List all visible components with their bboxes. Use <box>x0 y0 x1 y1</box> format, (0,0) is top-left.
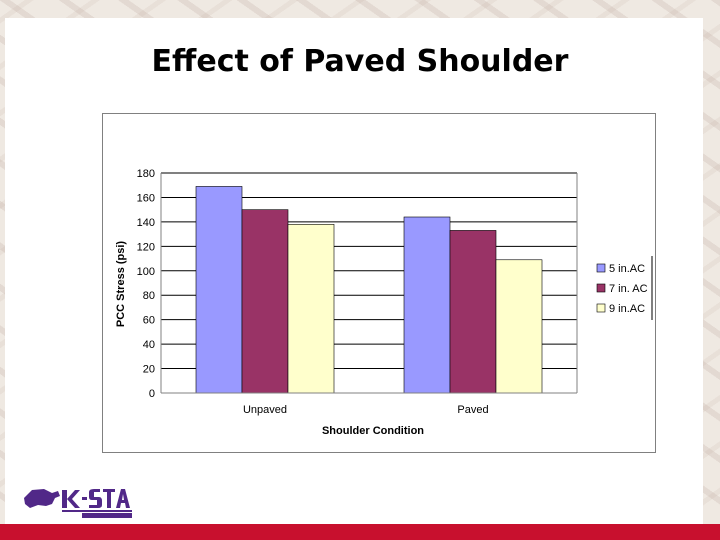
bar-2-unpaved <box>241 209 289 394</box>
y-tick-label: 20 <box>143 364 155 376</box>
y-tick-label: 40 <box>143 339 155 351</box>
y-tick-label: 180 <box>137 168 155 180</box>
y-axis-title: PCC Stress (psi) <box>115 241 127 328</box>
bar-3-paved <box>495 259 543 394</box>
bar-1-unpaved <box>195 186 243 394</box>
legend-swatch <box>596 303 606 313</box>
logo-wordmark <box>62 489 130 508</box>
legend-swatch <box>596 283 606 293</box>
y-tick-label: 100 <box>137 266 155 278</box>
chart-svg: 0 20 40 60 80 100 120 140 160 180 Unpaved Paved Shou… <box>115 168 653 437</box>
bar-2-paved <box>449 230 497 394</box>
kstate-logo-image <box>24 489 132 518</box>
chart-area: 0 20 40 60 80 100 120 140 160 180 Unpaved Paved Shou… <box>102 113 656 453</box>
y-tick-label: 140 <box>137 217 155 229</box>
y-tick-label: 80 <box>143 290 155 302</box>
bar-3-unpaved <box>287 224 335 394</box>
bar-1-paved <box>403 216 451 394</box>
x-tick-label: Paved <box>457 404 488 416</box>
y-tick-label: 160 <box>137 192 155 204</box>
slide-title: Effect of Paved Shoulder <box>151 44 569 79</box>
legend-label: 9 in.AC <box>609 303 645 315</box>
y-tick-label: 0 <box>149 388 155 400</box>
kstate-logo <box>22 484 134 520</box>
logo-underline <box>62 510 132 512</box>
logo-subtext-band <box>82 513 132 518</box>
legend-label: 5 in.AC <box>609 263 645 275</box>
legend-swatch <box>596 263 606 273</box>
legend-label: 7 in. AC <box>609 283 648 295</box>
x-axis-title: Shoulder Condition <box>322 425 424 437</box>
y-tick-label: 120 <box>137 241 155 253</box>
y-tick-label: 60 <box>143 315 155 327</box>
footer-bar <box>0 524 720 540</box>
x-tick-label: Unpaved <box>243 404 287 416</box>
wildcat-icon <box>24 489 60 508</box>
